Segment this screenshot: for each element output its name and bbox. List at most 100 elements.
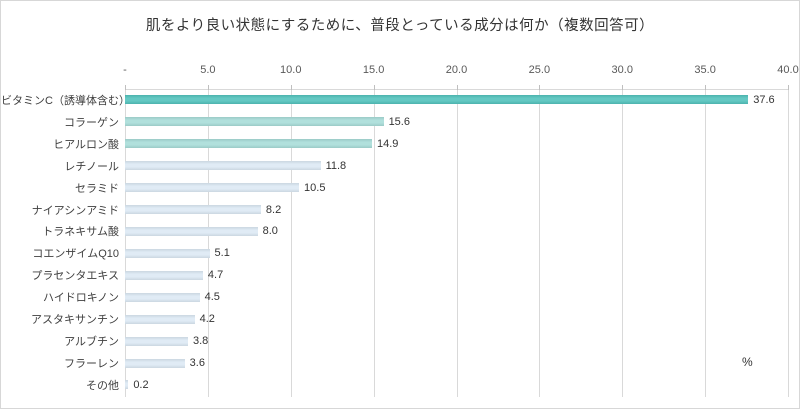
x-axis-label: 10.0 [280,64,302,76]
axis-tick [539,85,541,90]
bar-track: 5.1 [125,242,788,264]
chart-title: 肌をより良い状態にするために、普段とっている成分は何か（複数回答可） [145,18,655,34]
bar [125,358,185,368]
bar [125,139,372,149]
x-axis-label: 25.0 [528,64,551,76]
bar-row: その他 0.2 [1,374,788,396]
gridline [125,90,126,397]
bar-track: 4.5 [125,286,788,308]
axis-tick [290,85,292,90]
category-label: ハイドロキノン [42,292,119,305]
bar-row: プラセンタエキス 4.7 [1,264,788,286]
value-label: 4.7 [207,269,224,282]
bar [125,336,188,346]
bar-row: ナイアシンアミド 8.2 [1,199,788,221]
value-label: 0.2 [133,378,149,391]
bar-track: 15.6 [125,111,788,133]
category-label: プラセンタエキス [31,270,119,283]
gridline [373,90,375,397]
bar-row: セラミド 10.5 [1,177,788,199]
category-label: コラーゲン [64,116,119,129]
category-label: コエンザイムQ10 [32,248,119,261]
bar-row: コエンザイムQ10 5.1 [1,242,788,264]
category-label: ナイアシンアミド [31,204,119,217]
bar-track: 3.6 [125,352,788,374]
category-label: ヒアルロン酸 [53,138,119,151]
gridline [705,90,707,397]
x-axis-label: 30.0 [611,64,633,76]
value-label: 4.5 [204,291,220,304]
x-axis-label: 35.0 [694,64,716,76]
bar [125,314,195,324]
bar-track: 0.2 [125,374,788,396]
axis-tick [125,85,126,90]
category-label: アスタキサンチン [31,314,119,327]
axis-tick [373,85,375,90]
category-label: フラーレン [64,358,119,371]
bar-row: トラネキサム酸 8.0 [1,221,788,243]
bar-row: ヒアルロン酸 14.9 [1,133,788,155]
bar [125,226,258,236]
bar-track: 8.2 [125,199,788,221]
bar-track: 11.8 [125,155,788,177]
value-label: 14.9 [376,137,399,150]
value-label: 5.1 [214,247,230,260]
gridline [290,90,292,397]
bar [125,248,210,258]
value-label: 3.8 [192,335,209,348]
value-label: 3.6 [189,357,205,370]
value-label: 11.8 [325,159,347,172]
bar [125,183,300,193]
bar-track: 4.7 [125,264,788,286]
axis-tick [207,85,209,90]
value-label: 10.5 [304,181,326,194]
bar-row: ビタミンC（誘導体含む） 37.6 [1,89,788,111]
axis-tick [705,85,707,90]
bar [125,161,321,171]
bar-track: 10.5 [125,177,788,199]
bar [125,270,203,280]
value-label: 4.2 [199,313,215,326]
bar-row: レチノール 11.8 [1,155,788,177]
x-axis-label: - [123,64,127,76]
x-axis-label: 40.0 [777,64,799,76]
category-label: ビタミンC（誘導体含む） [1,94,130,107]
bar-track: 4.2 [125,308,788,330]
category-label: セラミド [75,182,119,195]
gridline [788,90,789,397]
bar [125,95,749,105]
bar-row: フラーレン 3.6 [1,352,788,374]
axis-tick [456,85,458,90]
value-label: 8.2 [265,203,282,216]
bar [125,380,129,390]
gridline [539,90,541,397]
value-label: 8.0 [262,225,278,238]
category-label: その他 [86,379,119,392]
x-axis: - 5.0 10.0 15.0 20.0 25.0 30.0 35.0 40.0 [123,64,799,80]
percent-unit-label: % [742,355,753,369]
value-label: 37.6 [753,93,775,106]
bar [125,117,384,127]
bar-track: 8.0 [125,221,788,243]
bar-row: アルブチン 3.8 [1,330,788,352]
axis-tick [788,85,789,90]
x-axis-label: 15.0 [362,64,385,76]
bar-track: 14.9 [125,133,788,155]
gridline [622,90,624,397]
value-label: 15.6 [388,115,410,128]
x-axis-label: 5.0 [200,64,216,76]
bar-track: 37.6 [125,89,788,111]
x-axis-label: 20.0 [445,64,468,76]
category-label: アルブチン [64,336,119,349]
axis-tick [622,85,624,90]
plot-area [125,85,789,397]
bar [125,292,200,302]
gridline [207,90,209,397]
category-label: レチノール [64,160,119,173]
bar-track: 3.8 [125,330,788,352]
bar [125,205,261,215]
chart-rows: ビタミンC（誘導体含む） 37.6 コラーゲン 15.6 ヒアルロン酸 14.9 レチノール… [1,89,788,396]
bar-row: アスタキサンチン 4.2 [1,308,788,330]
bar-row: ハイドロキノン 4.5 [1,286,788,308]
